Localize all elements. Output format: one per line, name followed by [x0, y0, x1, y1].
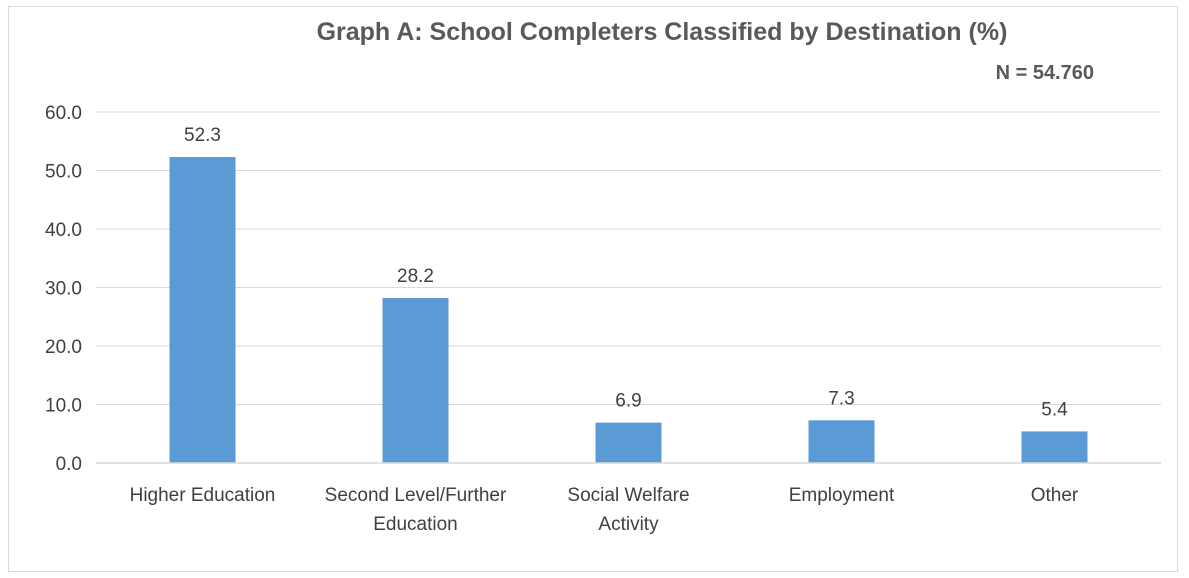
- chart-title: Graph A: School Completers Classified by…: [317, 18, 1008, 46]
- y-tick-label: 20.0: [45, 337, 82, 358]
- x-axis-categories: Higher Education Second Level/Further Educ…: [130, 485, 1079, 535]
- y-tick-label: 50.0: [45, 162, 82, 183]
- y-tick-label: 0.0: [56, 454, 82, 475]
- data-label: 28.2: [397, 266, 434, 287]
- bars: [169, 157, 1088, 464]
- x-category-label: Second Level/Further Education: [325, 485, 507, 535]
- y-tick-label: 40.0: [45, 220, 82, 241]
- y-tick-label: 60.0: [45, 103, 82, 124]
- y-tick-label: 30.0: [45, 279, 82, 300]
- data-label: 5.4: [1041, 399, 1068, 420]
- y-axis-ticks: 0.0 10.0 20.0 30.0 40.0 50.0 60.0: [45, 103, 82, 475]
- bar: [169, 157, 236, 464]
- x-category-label: Other: [1031, 485, 1079, 506]
- y-tick-label: 10.0: [45, 396, 82, 417]
- data-label: 7.3: [828, 388, 854, 409]
- data-labels: 52.3 28.2 6.9 7.3 5.4: [184, 125, 1068, 420]
- data-label: 52.3: [184, 125, 221, 146]
- bar: [1021, 431, 1088, 463]
- data-label: 6.9: [615, 391, 641, 412]
- chart-subtitle: N = 54.760: [996, 62, 1094, 84]
- x-category-label: Social Welfare Activity: [567, 485, 689, 535]
- bar: [808, 420, 875, 463]
- gridlines: [96, 111, 1161, 405]
- bar: [382, 298, 449, 463]
- bar: [595, 422, 662, 463]
- x-category-label: Higher Education: [130, 485, 276, 506]
- x-category-label: Employment: [789, 485, 895, 506]
